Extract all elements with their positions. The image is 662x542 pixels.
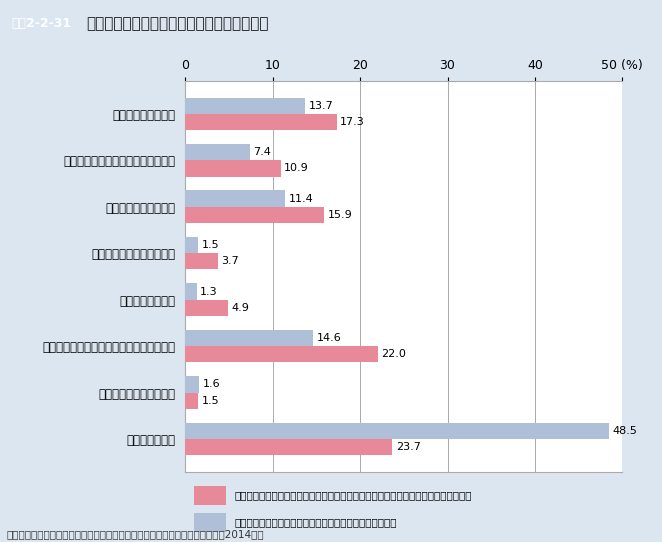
Text: 10.9: 10.9 bbox=[284, 163, 309, 173]
Text: 22.0: 22.0 bbox=[381, 349, 406, 359]
Text: 48.5: 48.5 bbox=[612, 426, 638, 436]
Text: 3.7: 3.7 bbox=[221, 256, 239, 266]
Text: 「特に意識しておらず、具体的には何も行っていない」人: 「特に意識しておらず、具体的には何も行っていない」人 bbox=[235, 518, 397, 527]
Text: 1.5: 1.5 bbox=[202, 396, 220, 406]
Text: 11.4: 11.4 bbox=[289, 193, 313, 204]
Bar bbox=[185, 253, 218, 269]
Bar bbox=[185, 330, 313, 346]
FancyBboxPatch shape bbox=[195, 486, 226, 505]
Bar bbox=[185, 237, 199, 253]
Bar bbox=[185, 160, 281, 177]
FancyBboxPatch shape bbox=[195, 513, 226, 532]
Bar bbox=[185, 207, 324, 223]
Text: 14.6: 14.6 bbox=[316, 333, 341, 343]
Text: 資料：厚生労働省政策統括官付政策評価官室委託「健康意識に関する調査」（2014年）: 資料：厚生労働省政策統括官付政策評価官室委託「健康意識に関する調査」（2014年… bbox=[7, 530, 264, 539]
Bar bbox=[185, 190, 285, 207]
Bar bbox=[185, 346, 377, 363]
Bar bbox=[185, 283, 197, 300]
Text: 15.9: 15.9 bbox=[328, 210, 353, 220]
Bar bbox=[185, 392, 199, 409]
Bar bbox=[185, 439, 393, 455]
Bar bbox=[185, 376, 199, 392]
Text: 17.3: 17.3 bbox=[340, 117, 365, 127]
Bar bbox=[185, 144, 250, 160]
Text: 健康に対する意識別の何も行っていない理由: 健康に対する意識別の何も行っていない理由 bbox=[86, 16, 269, 31]
Text: 1.5: 1.5 bbox=[202, 240, 220, 250]
Text: 1.6: 1.6 bbox=[203, 379, 220, 390]
Bar bbox=[185, 300, 228, 316]
Text: 1.3: 1.3 bbox=[200, 287, 218, 296]
Text: 図表2-2-31: 図表2-2-31 bbox=[11, 17, 71, 30]
Bar bbox=[185, 114, 336, 130]
Bar bbox=[185, 98, 305, 114]
Text: 4.9: 4.9 bbox=[232, 303, 250, 313]
Bar bbox=[185, 423, 609, 439]
Text: 23.7: 23.7 bbox=[396, 442, 421, 452]
Text: 「病気にならないように気をつけているが、特に何かをやっているわけではない」人: 「病気にならないように気をつけているが、特に何かをやっているわけではない」人 bbox=[235, 491, 473, 501]
Text: 13.7: 13.7 bbox=[308, 101, 334, 111]
Text: 7.4: 7.4 bbox=[254, 147, 271, 157]
